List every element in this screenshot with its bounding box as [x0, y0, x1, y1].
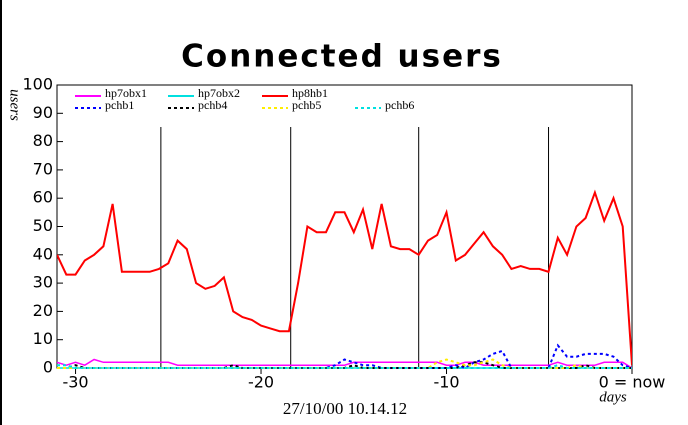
legend-label: pchb6 — [385, 98, 414, 112]
x-tick-label: 0 = now — [599, 373, 666, 392]
y-tick-label: 60 — [33, 188, 53, 207]
y-tick-label: 90 — [33, 103, 53, 122]
plot-lines — [57, 189, 632, 370]
legend-label: pchb1 — [105, 98, 134, 112]
y-axis-label: users — [7, 89, 23, 121]
footnote: 27/10/00 10.14.12 — [283, 399, 407, 418]
legend-label: hp7obx1 — [105, 86, 147, 100]
series-line — [57, 343, 632, 370]
x-tick-label: -30 — [62, 373, 88, 392]
y-tick-label: 20 — [33, 301, 53, 320]
chart-title: Connected users — [181, 39, 503, 75]
legend-label: pchb4 — [198, 98, 227, 112]
legend-label: hp7obx2 — [198, 86, 240, 100]
series-line — [57, 358, 632, 369]
series-line — [57, 364, 632, 369]
y-tick-label: 80 — [33, 131, 53, 150]
x-tick-label: -20 — [248, 373, 274, 392]
y-tick-label: 40 — [33, 244, 53, 263]
x-tick-label: -10 — [433, 373, 459, 392]
y-tick-label: 10 — [33, 329, 53, 348]
legend-label: hp8hb1 — [292, 86, 328, 100]
y-tick-label: 0 — [43, 358, 53, 377]
legend-label: pchb5 — [292, 98, 321, 112]
y-tick-label: 70 — [33, 159, 53, 178]
series-line — [57, 189, 632, 366]
y-tick-label: 100 — [22, 75, 53, 94]
y-tick-label: 50 — [33, 216, 53, 235]
y-tick-label: 30 — [33, 273, 53, 292]
x-axis-label: days — [599, 389, 627, 405]
